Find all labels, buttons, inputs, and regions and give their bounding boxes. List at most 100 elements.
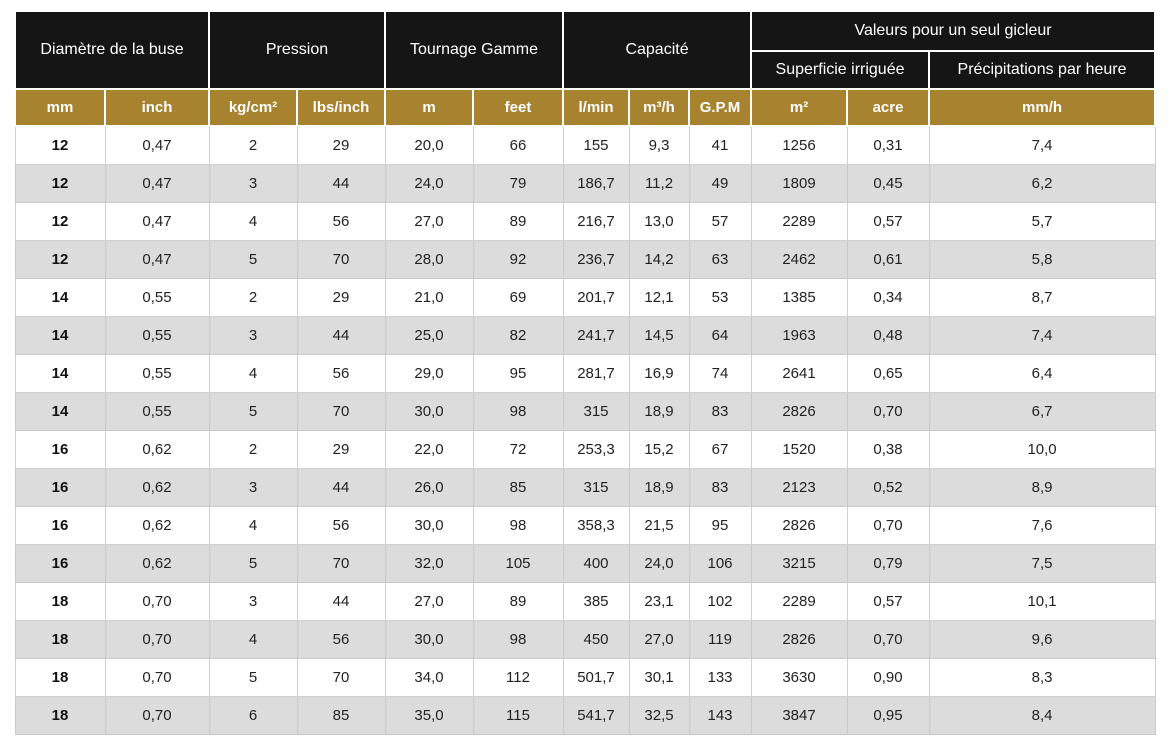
table-cell: 186,7 <box>562 164 630 203</box>
table-cell: 18 <box>14 658 106 697</box>
subgroup-header-row: Superficie irriguée Précipitations par h… <box>15 50 1157 90</box>
table-cell: 92 <box>472 240 564 279</box>
table-row: 16 0,62 5 70 32,0 105 400 24,0 106 3215 0,79 7,5 <box>14 544 1156 583</box>
table-cell: 10,1 <box>928 582 1156 621</box>
table-cell: 18 <box>14 582 106 621</box>
table-cell: 5 <box>208 392 298 431</box>
table-cell: 34,0 <box>384 658 474 697</box>
table-cell: 315 <box>562 468 630 507</box>
table-cell: 14,5 <box>628 316 690 355</box>
table-cell: 2289 <box>750 202 848 241</box>
table-cell: 102 <box>688 582 752 621</box>
table-cell: 30,0 <box>384 506 474 545</box>
table-cell: 24,0 <box>628 544 690 583</box>
unit-m: m <box>384 88 474 127</box>
table-cell: 0,65 <box>846 354 930 393</box>
table-cell: 315 <box>562 392 630 431</box>
table-cell: 0,47 <box>104 202 210 241</box>
table-cell: 16 <box>14 468 106 507</box>
table-cell: 0,61 <box>846 240 930 279</box>
table-row: 12 0,47 3 44 24,0 79 186,7 11,2 49 1809 0,45 6,2 <box>14 164 1156 203</box>
table-cell: 18 <box>14 620 106 659</box>
table-cell: 18,9 <box>628 468 690 507</box>
table-cell: 3847 <box>750 696 848 735</box>
unit-gpm: G.P.M <box>687 88 753 127</box>
table-cell: 3 <box>208 468 298 507</box>
table-row: 16 0,62 3 44 26,0 85 315 18,9 83 2123 0,52 8,9 <box>14 468 1156 507</box>
unit-mm: mm <box>14 88 106 127</box>
table-cell: 44 <box>296 582 386 621</box>
table-row: 12 0,47 2 29 20,0 66 155 9,3 41 1256 0,31 7,4 <box>14 125 1156 165</box>
table-cell: 56 <box>296 202 386 241</box>
table-cell: 3 <box>208 316 298 355</box>
table-cell: 70 <box>296 544 386 583</box>
table-cell: 8,4 <box>928 696 1156 735</box>
table-cell: 4 <box>208 620 298 659</box>
table-cell: 13,0 <box>628 202 690 241</box>
table-cell: 8,3 <box>928 658 1156 697</box>
table-cell: 0,70 <box>846 620 930 659</box>
table-cell: 72 <box>472 430 564 469</box>
table-cell: 9,3 <box>628 125 690 165</box>
table-cell: 14,2 <box>628 240 690 279</box>
table-cell: 44 <box>296 468 386 507</box>
unit-m2: m² <box>750 88 849 127</box>
table-cell: 501,7 <box>562 658 630 697</box>
table-cell: 106 <box>688 544 752 583</box>
table-cell: 70 <box>296 240 386 279</box>
table-cell: 16 <box>14 506 106 545</box>
table-cell: 4 <box>208 202 298 241</box>
table-cell: 44 <box>296 316 386 355</box>
table-cell: 66 <box>472 125 564 165</box>
table-cell: 29 <box>296 430 386 469</box>
table-cell: 1256 <box>750 125 848 165</box>
unit-acre: acre <box>846 88 931 127</box>
header-turning-range: Tournage Gamme <box>384 10 564 90</box>
table-cell: 23,1 <box>628 582 690 621</box>
table-cell: 119 <box>688 620 752 659</box>
table-cell: 2826 <box>750 392 848 431</box>
unit-header-row: mm inch kg/cm² lbs/inch m feet l/min m³/… <box>14 88 1157 127</box>
table-cell: 112 <box>472 658 564 697</box>
table-cell: 358,3 <box>562 506 630 545</box>
table-cell: 7,4 <box>928 316 1156 355</box>
table-cell: 79 <box>472 164 564 203</box>
table-cell: 5,8 <box>928 240 1156 279</box>
table-cell: 35,0 <box>384 696 474 735</box>
table-row: 14 0,55 3 44 25,0 82 241,7 14,5 64 1963 0,48 7,4 <box>14 316 1156 355</box>
table-cell: 28,0 <box>384 240 474 279</box>
table-cell: 6 <box>208 696 298 735</box>
table-cell: 0,62 <box>104 506 210 545</box>
unit-inch: inch <box>104 88 210 127</box>
table-cell: 2 <box>208 278 298 317</box>
table-cell: 2 <box>208 430 298 469</box>
header-nozzle-diameter: Diamètre de la buse <box>14 10 210 90</box>
table-cell: 85 <box>472 468 564 507</box>
table-cell: 2289 <box>750 582 848 621</box>
table-cell: 2826 <box>750 506 848 545</box>
table-cell: 2123 <box>750 468 848 507</box>
table-cell: 95 <box>688 506 752 545</box>
table-cell: 8,9 <box>928 468 1156 507</box>
table-cell: 0,31 <box>846 125 930 165</box>
unit-mm-h: mm/h <box>928 88 1157 127</box>
table-cell: 0,52 <box>846 468 930 507</box>
table-cell: 5 <box>208 544 298 583</box>
table-cell: 0,55 <box>104 278 210 317</box>
nozzle-spec-table: Diamètre de la buse Pression Tournage Ga… <box>14 10 1157 735</box>
table-cell: 3 <box>208 164 298 203</box>
table-cell: 12 <box>14 240 106 279</box>
table-cell: 0,47 <box>104 240 210 279</box>
table-cell: 95 <box>472 354 564 393</box>
table-cell: 16 <box>14 430 106 469</box>
table-row: 12 0,47 5 70 28,0 92 236,7 14,2 63 2462 0,61 5,8 <box>14 240 1156 279</box>
table-cell: 0,90 <box>846 658 930 697</box>
table-cell: 27,0 <box>384 582 474 621</box>
table-cell: 400 <box>562 544 630 583</box>
table-cell: 0,38 <box>846 430 930 469</box>
unit-l-min: l/min <box>562 88 630 127</box>
table-cell: 541,7 <box>562 696 630 735</box>
table-cell: 70 <box>296 392 386 431</box>
group-header-row: Diamètre de la buse Pression Tournage Ga… <box>14 10 1157 90</box>
